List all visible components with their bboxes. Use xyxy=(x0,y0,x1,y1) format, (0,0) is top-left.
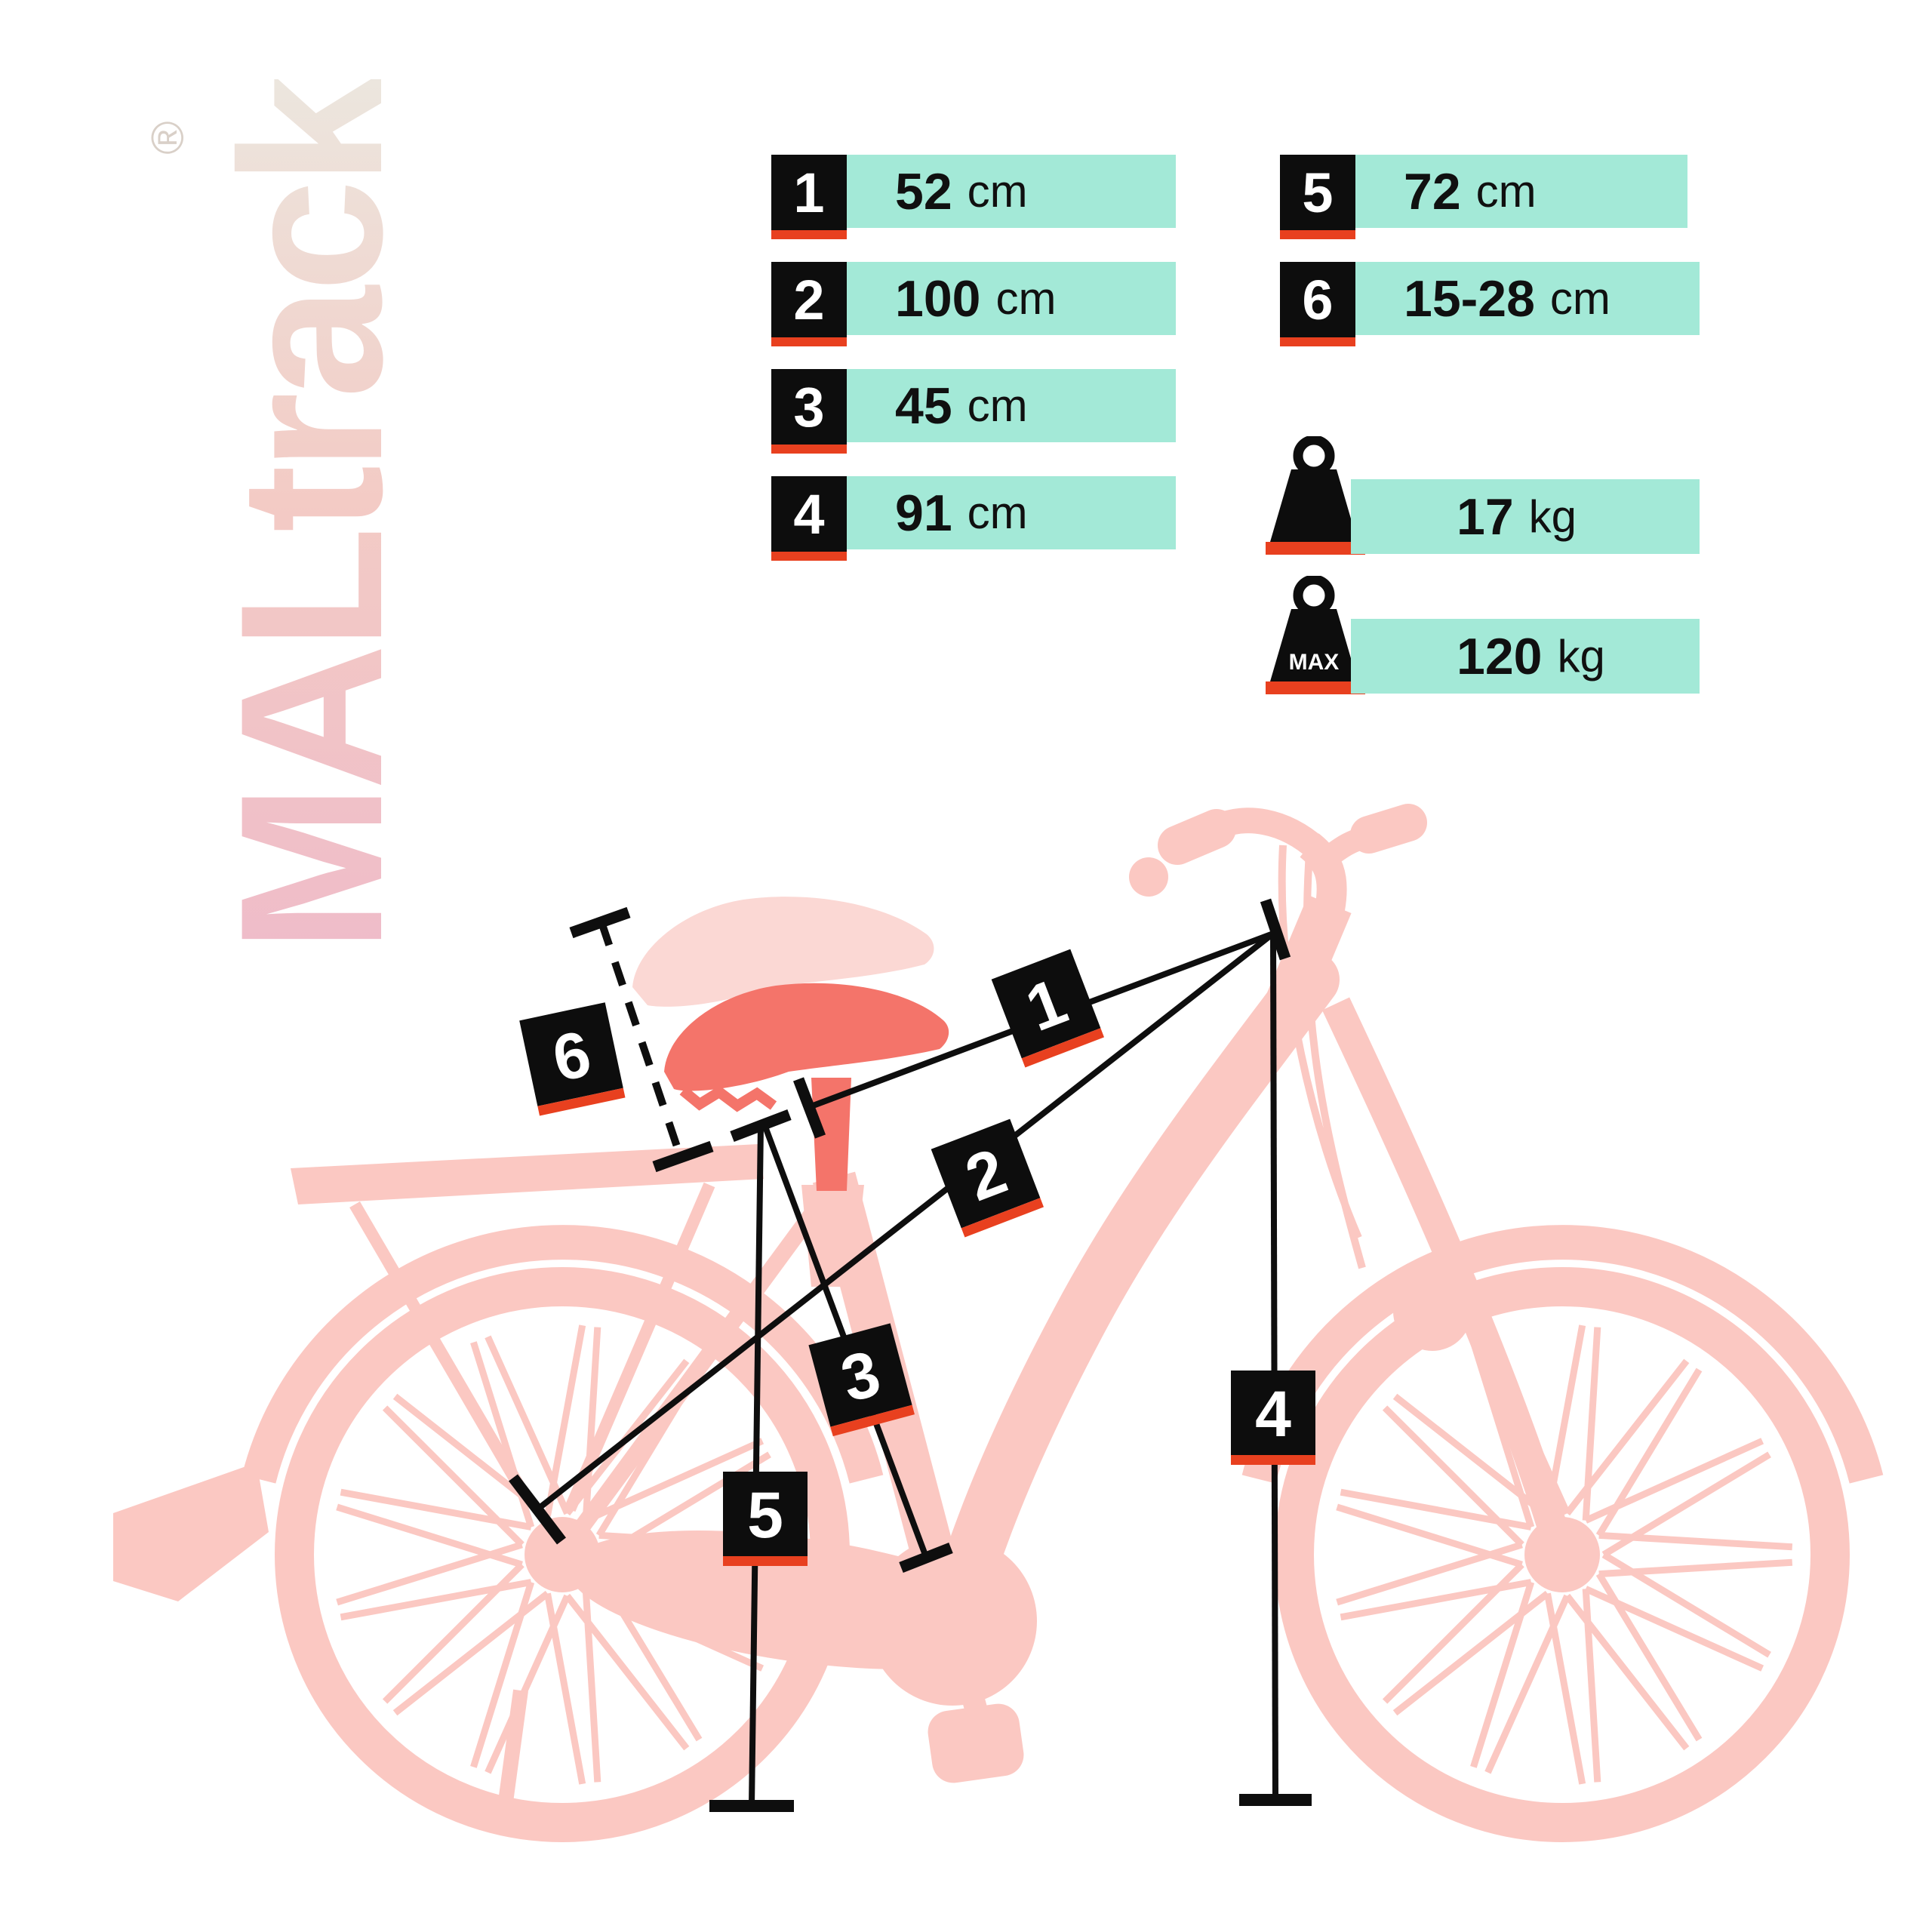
measurement-lines xyxy=(509,898,1312,1812)
diagram-label-1: 1 xyxy=(991,949,1105,1068)
measurement-value-bar: 91 cm xyxy=(847,476,1176,549)
right-grip xyxy=(1350,804,1427,854)
measurement-value-bar: 15-28 cm xyxy=(1355,262,1700,335)
saddle-raised-ghost xyxy=(632,897,934,1007)
max-load-row: MAX 120 kg xyxy=(1257,576,1709,704)
left-grip xyxy=(1158,809,1236,865)
rear-mudflap xyxy=(113,1463,269,1601)
line-2 xyxy=(535,931,1275,1512)
rear-fender xyxy=(242,1225,884,1484)
down-tube xyxy=(929,952,1340,1635)
measurement-index-badge: 1 xyxy=(771,155,847,239)
measurement-index-badge: 5 xyxy=(1280,155,1355,239)
rear-axle-tick xyxy=(509,1474,566,1545)
bell xyxy=(1129,857,1168,897)
seat-post xyxy=(811,1078,851,1191)
front-wheel-spokes xyxy=(1336,1324,1793,1785)
diagram-label-6: 6 xyxy=(519,1002,626,1116)
kickstand xyxy=(497,1689,528,1814)
front-fender xyxy=(1241,1225,1884,1484)
svg-text:4: 4 xyxy=(1255,1378,1291,1451)
measurement-row-1: 1 52 cm xyxy=(771,155,1176,239)
line-3-end-tick xyxy=(899,1543,953,1573)
line-4 xyxy=(1270,933,1278,1801)
headlight xyxy=(1393,1272,1472,1351)
saddle-tick xyxy=(730,1109,792,1143)
line-6-bottom-tick xyxy=(652,1140,714,1173)
weight-value-bar: 120 kg xyxy=(1351,619,1700,694)
brake-cables xyxy=(1278,844,1366,1269)
line-5 xyxy=(749,1124,764,1807)
measurement-row-5: 5 72 cm xyxy=(1280,155,1687,239)
registered-trademark-icon: ® xyxy=(142,121,193,155)
bike-weight-row: 17 kg xyxy=(1257,436,1709,565)
measurement-value-bar: 100 cm xyxy=(847,262,1176,335)
diagram-label-3: 3 xyxy=(808,1323,915,1437)
measurement-row-3: 3 45 cm xyxy=(771,369,1176,454)
diagram-labels: 1 2 3 4 5 6 xyxy=(519,949,1315,1566)
measurement-index-badge: 2 xyxy=(771,262,847,346)
diagram-label-4: 4 xyxy=(1231,1371,1315,1465)
measurement-row-2: 2 100 cm xyxy=(771,262,1176,346)
measurement-index-badge: 3 xyxy=(771,369,847,454)
seat-stay xyxy=(559,1196,828,1554)
saddle xyxy=(664,983,949,1091)
measurement-value-bar: 52 cm xyxy=(847,155,1176,228)
diagram-label-5: 5 xyxy=(723,1472,808,1566)
saddle-springs xyxy=(679,1085,777,1112)
pedal xyxy=(928,1703,1024,1783)
svg-text:MAX: MAX xyxy=(1289,650,1340,675)
line-6-top-tick xyxy=(569,906,631,939)
measurement-index-badge: 6 xyxy=(1280,262,1355,346)
svg-text:5: 5 xyxy=(747,1479,783,1552)
weight-icon xyxy=(1266,436,1365,555)
measurement-value-bar: 45 cm xyxy=(847,369,1176,442)
measurement-row-4: 4 91 cm xyxy=(771,476,1176,561)
diagram-label-2: 2 xyxy=(931,1118,1044,1238)
rear-rack xyxy=(291,1144,764,1204)
seatpost-tick xyxy=(792,1077,826,1139)
measurement-index-badge: 4 xyxy=(771,476,847,561)
measurement-value-bar: 72 cm xyxy=(1355,155,1687,228)
max-weight-icon: MAX xyxy=(1266,576,1365,694)
bike-silhouette xyxy=(113,804,1884,1842)
measurement-row-6: 6 15-28 cm xyxy=(1280,262,1700,346)
weight-value-bar: 17 kg xyxy=(1351,479,1700,554)
fork xyxy=(1321,997,1571,1544)
brand-logo: MALtrack xyxy=(190,79,432,952)
head-tube-tick xyxy=(1260,898,1291,961)
